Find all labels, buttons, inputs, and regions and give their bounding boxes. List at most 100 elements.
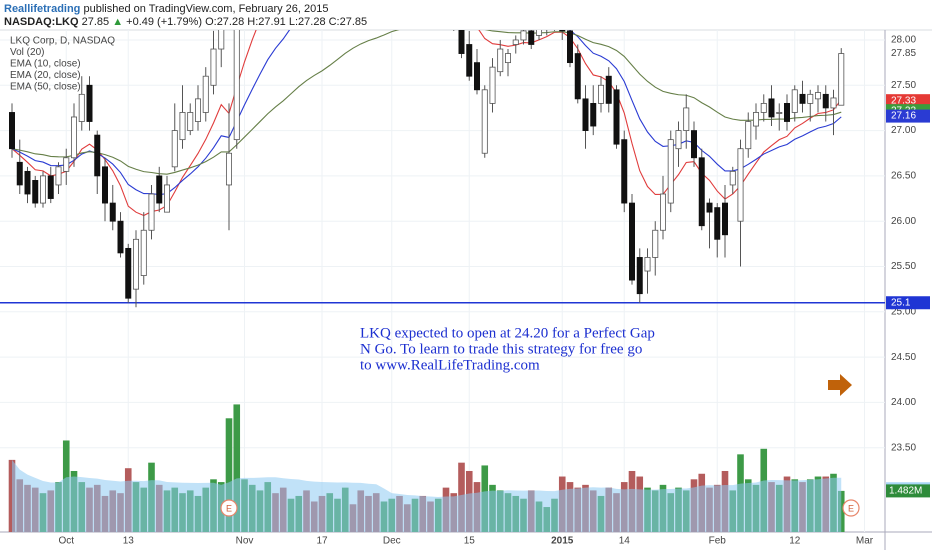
legend-entry: Vol (20) (10, 47, 44, 58)
volume-pane (8, 404, 845, 532)
candle-body (132, 238, 139, 290)
candle-body (481, 89, 488, 154)
candle-body (125, 247, 132, 299)
price-marker (886, 94, 930, 108)
candle-body (163, 184, 170, 213)
candle-body (520, 30, 527, 41)
candle-body (760, 102, 767, 113)
candle-body (582, 98, 589, 131)
candle-body (683, 107, 690, 131)
x-tick-label: Oct (58, 536, 74, 547)
ema-line (11, 30, 842, 175)
axes: 28.00 27.50 27.00 26.50 26.00 25.50 25.00 24.50… (58, 35, 930, 547)
candle-body (504, 53, 511, 64)
volume-bar (225, 418, 233, 532)
candle-body (745, 121, 752, 150)
candle-body (729, 170, 736, 186)
candle-body (466, 44, 473, 77)
candle-body (784, 102, 791, 122)
legend-entry: EMA (20, close) (10, 70, 81, 81)
candle-body (660, 193, 667, 231)
x-tick-label: Feb (709, 536, 727, 547)
candle-body (489, 66, 496, 104)
volume-marker-label: 1.482M (889, 486, 922, 497)
y-tick-label: 27.50 (891, 80, 916, 91)
candle-body (675, 130, 682, 150)
candle-body (233, 30, 240, 141)
last: 27.85 (82, 16, 110, 28)
x-tick-label: 15 (464, 536, 476, 547)
price-marker (886, 109, 930, 123)
x-tick-label: 14 (619, 536, 631, 547)
legend-entry: EMA (50, close) (10, 82, 81, 93)
candle-body (605, 75, 612, 104)
arrow-icon (828, 374, 852, 396)
candle-body (753, 112, 760, 127)
price-marker-label: 27.85 (891, 48, 916, 59)
candle-body (714, 207, 721, 240)
candle-body (94, 134, 101, 177)
candle-body (768, 98, 775, 118)
candle-body (830, 97, 837, 109)
candle-body (644, 257, 651, 272)
event-circle (220, 499, 238, 517)
y-tick-label: 26.50 (891, 171, 916, 182)
candle-body (567, 30, 574, 64)
candle-body (78, 93, 85, 122)
ohlc: O:27.28 H:27.91 L:27.28 C:27.85 (205, 16, 367, 28)
legend-entry: LKQ Corp, D, NASDAQ (10, 36, 115, 47)
y-tick-label: 26.00 (891, 216, 916, 227)
x-tick-label: 2015 (551, 536, 574, 547)
volume-bar (233, 404, 241, 532)
candle-body (194, 98, 201, 122)
candle-body (148, 193, 155, 231)
arrow: ▲ (112, 16, 123, 28)
candle-body (629, 202, 636, 281)
candle-body (47, 175, 54, 199)
candle-body (473, 62, 480, 91)
candle-body (822, 93, 829, 109)
y-tick-label: 23.50 (891, 442, 916, 453)
candle-body (497, 48, 504, 73)
event-circle (842, 499, 860, 517)
candle-body (815, 92, 822, 100)
candle-body (32, 180, 39, 204)
y-tick-label: 24.00 (891, 397, 916, 408)
price-marker-label: 25.1 (891, 297, 911, 308)
candle-body (179, 112, 186, 141)
event-label: E (848, 503, 854, 513)
candle-body (559, 30, 566, 32)
candle-body (799, 93, 806, 104)
y-tick-label: 28.00 (891, 35, 916, 46)
candle-body (8, 112, 15, 150)
candle-body (117, 220, 124, 254)
candle-body (63, 157, 70, 172)
candle-body (102, 166, 109, 204)
annotation-line: to www.RealLifeTrading.com (360, 357, 540, 373)
candle-body (590, 102, 597, 127)
candle-body (574, 53, 581, 100)
published: published on TradingView.com, February 2… (83, 3, 328, 15)
candle-body (598, 84, 605, 104)
candle-body (187, 112, 194, 131)
candle-body (16, 161, 23, 186)
quote-line: NASDAQ:LKQ 27.85 ▲ +0.49 (+1.79%) O:27.2… (4, 16, 367, 28)
y-tick-label: 24.50 (891, 352, 916, 363)
candle-body (109, 202, 116, 222)
x-tick-label: Dec (383, 536, 401, 547)
candle-body (636, 257, 643, 295)
volume-ma-area (12, 459, 842, 532)
candle-body (458, 30, 465, 54)
publisher: Reallifetrading (4, 3, 80, 15)
y-tick-label: 25.50 (891, 261, 916, 272)
x-tick-label: 17 (316, 536, 328, 547)
candle-body (40, 175, 47, 204)
candle-body (55, 166, 62, 186)
candle-body (210, 48, 217, 86)
volume-marker (886, 484, 930, 498)
y-tick-label: 25.00 (891, 306, 916, 317)
candle-body (536, 30, 543, 36)
candle-body (706, 202, 713, 213)
